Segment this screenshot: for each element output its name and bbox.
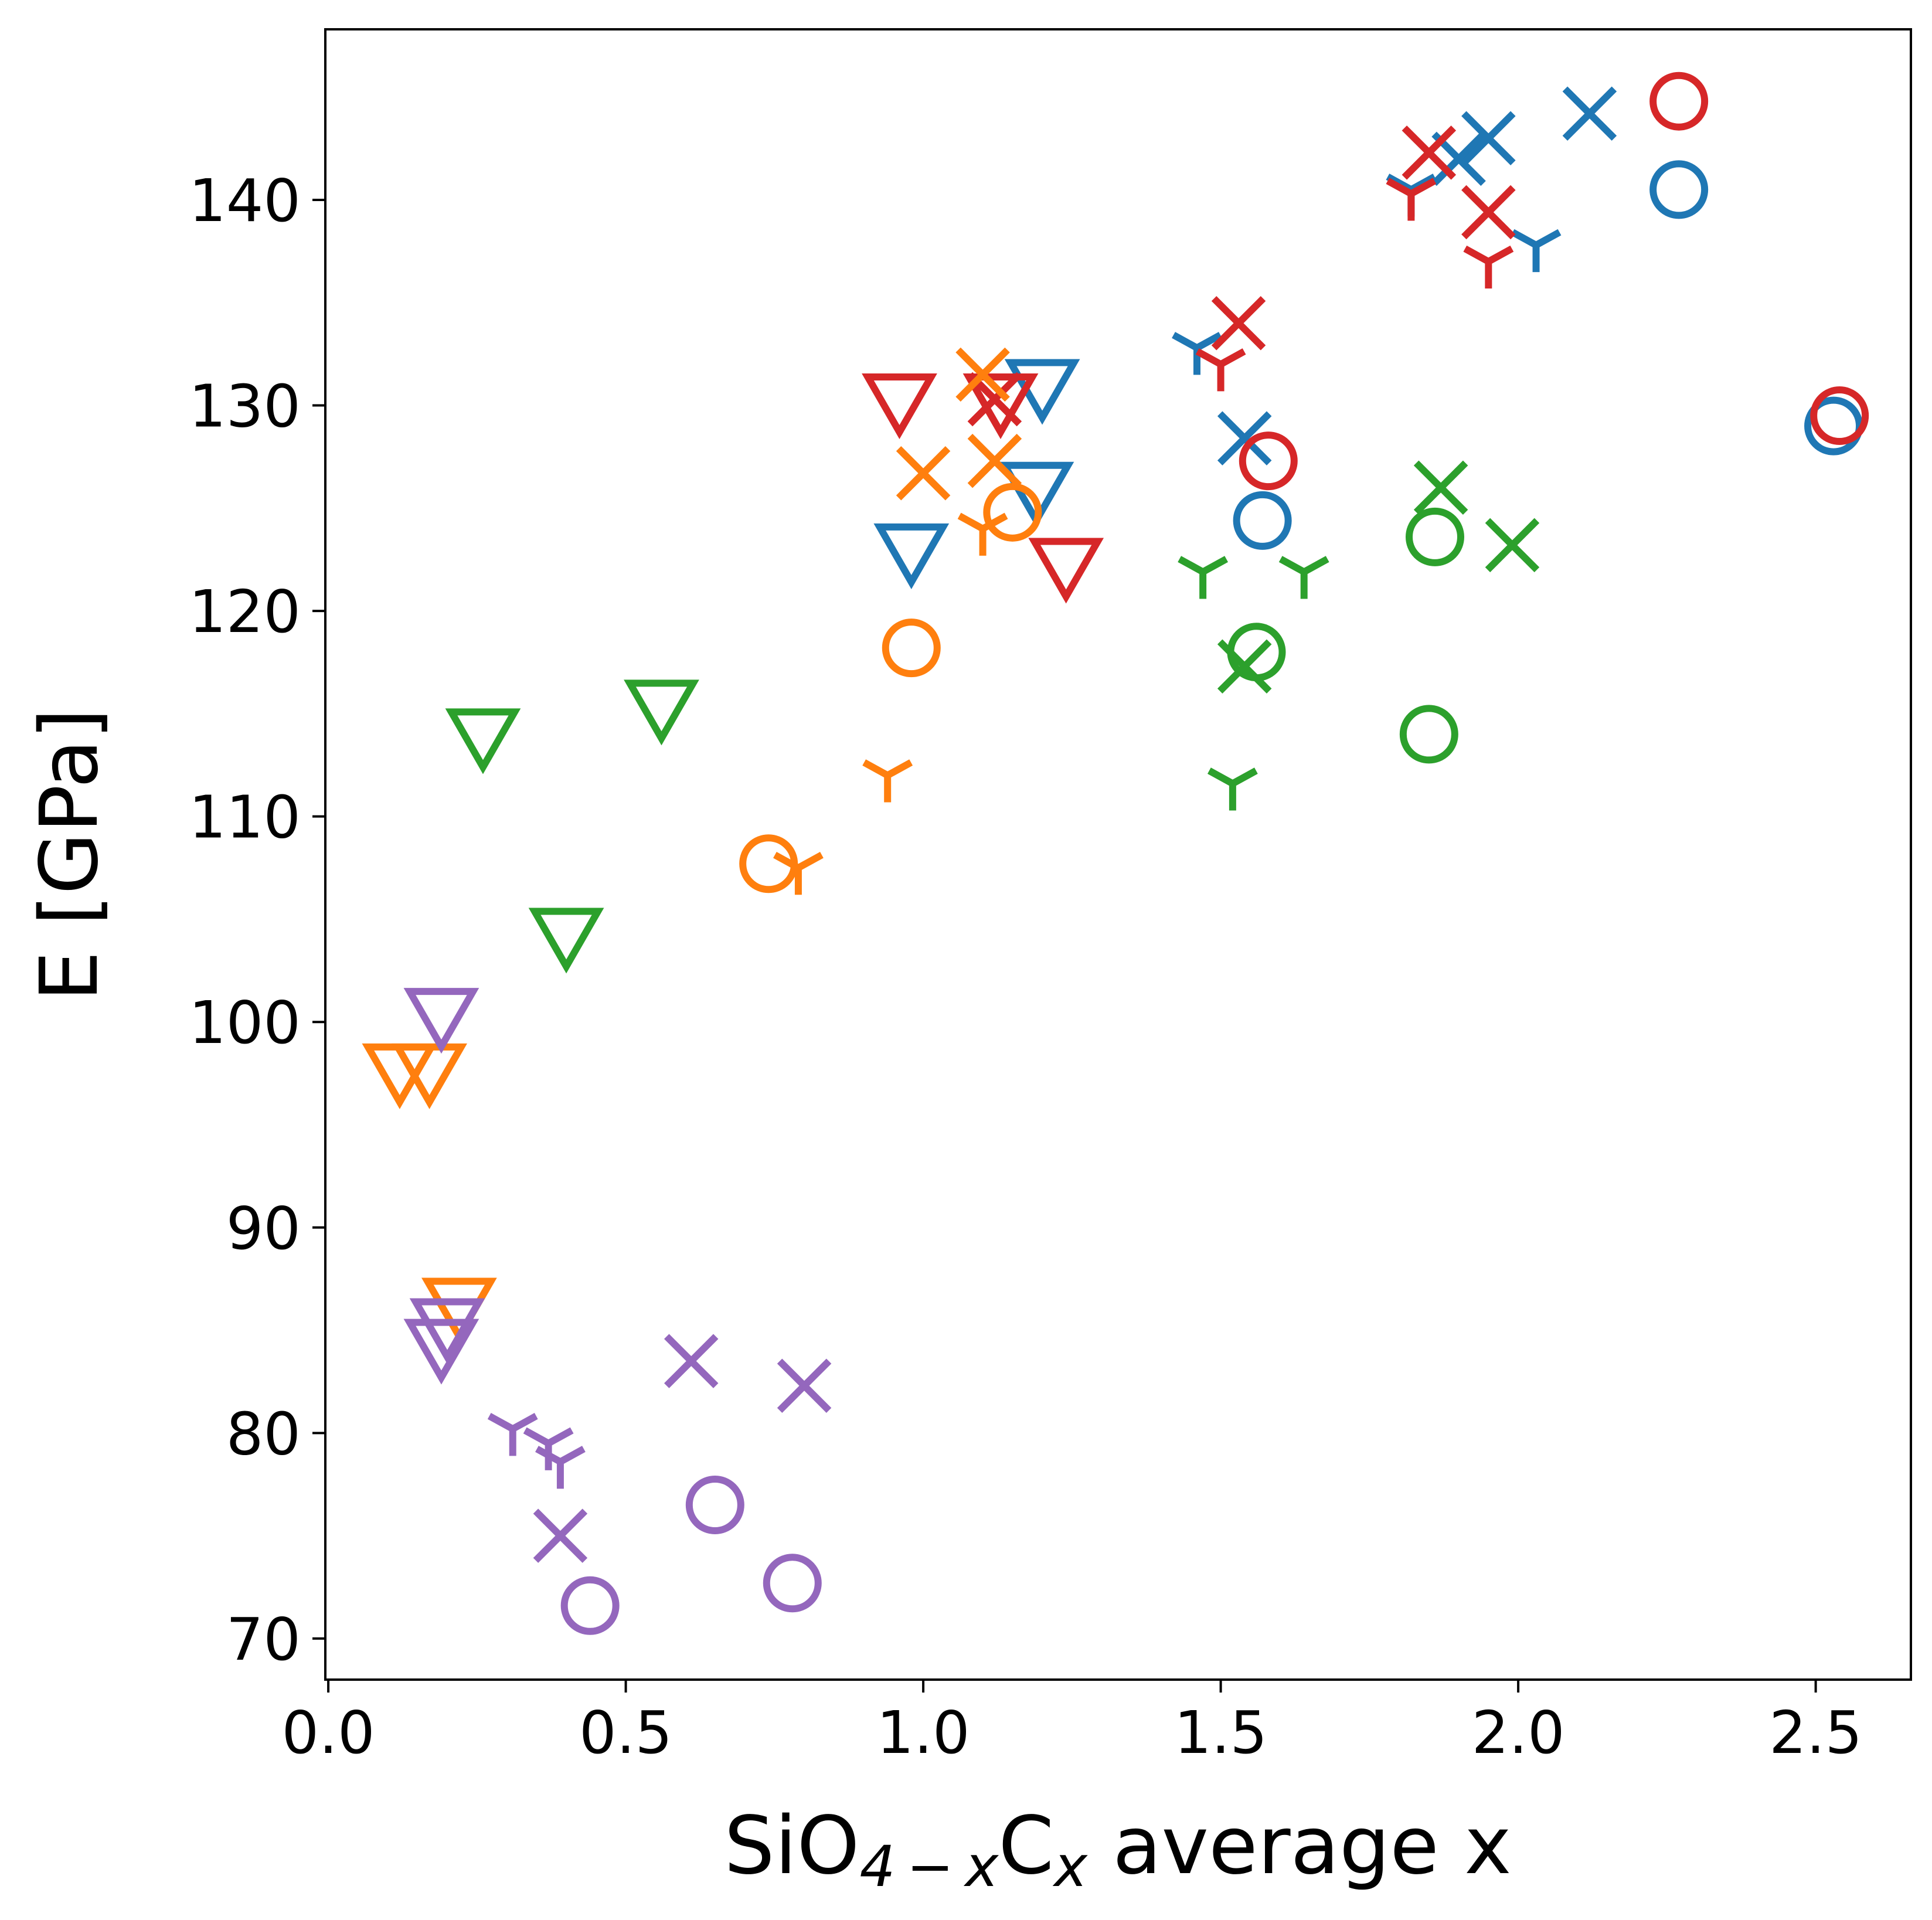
marker-triangle-red	[862, 373, 937, 440]
marker-tri-down-green	[1207, 767, 1258, 811]
x-axis-title-sub-2: x	[1052, 1834, 1088, 1899]
marker-x-green	[1413, 460, 1468, 515]
y-axis: 70 80 90 100 110 120 130 140	[189, 166, 325, 1674]
marker-triangle-blue	[998, 461, 1074, 528]
marker-tri-down-blue	[1511, 229, 1562, 273]
marker-tri-down-green	[1178, 556, 1229, 599]
marker-circle-blue	[1649, 160, 1709, 219]
y-tick-label: 100	[189, 988, 301, 1057]
marker-tri-down-red	[1463, 245, 1514, 289]
marker-triangle-purple	[409, 1298, 485, 1364]
x-axis-title-mid: C	[998, 1800, 1054, 1892]
marker-triangle-purple	[403, 988, 479, 1054]
marker-triangle-purple	[403, 1318, 479, 1385]
marker-circle-red	[1649, 72, 1709, 131]
marker-x-green	[1485, 518, 1540, 573]
marker-circle-green	[1399, 705, 1458, 764]
marker-x-purple	[533, 1508, 588, 1563]
y-tick-label: 80	[226, 1399, 301, 1468]
marker-x-red	[1461, 185, 1516, 240]
y-tick-label: 140	[189, 166, 301, 235]
data-markers	[362, 72, 1869, 1635]
marker-tri-down-purple	[535, 1446, 586, 1489]
marker-circle-purple	[763, 1554, 822, 1613]
marker-tri-down-green	[1278, 556, 1329, 599]
marker-circle-red	[1239, 431, 1298, 491]
marker-x-orange	[955, 347, 1010, 402]
marker-x-purple	[777, 1358, 832, 1413]
marker-triangle-green	[445, 708, 521, 774]
marker-triangle-orange	[392, 1043, 467, 1109]
y-tick-label: 110	[189, 783, 301, 852]
x-axis-title-sub-1: 4 − x	[860, 1834, 999, 1899]
y-tick-label: 70	[226, 1605, 301, 1674]
marker-tri-down-orange	[773, 852, 824, 895]
y-axis-title: E [GPa]	[23, 708, 116, 1001]
y-tick-label: 90	[226, 1194, 301, 1263]
marker-x-purple	[664, 1334, 719, 1388]
marker-circle-green	[1405, 507, 1464, 566]
marker-triangle-blue	[873, 523, 950, 589]
marker-x-orange	[967, 433, 1022, 488]
x-tick-label: 1.0	[877, 1698, 970, 1767]
marker-x-green	[1217, 639, 1272, 694]
marker-triangle-green	[528, 908, 604, 974]
x-tick-label: 0.0	[282, 1698, 375, 1767]
plot-frame	[324, 28, 1912, 1681]
marker-circle-purple	[560, 1576, 620, 1635]
marker-circle-blue	[1233, 491, 1292, 550]
marker-circle-orange	[882, 619, 941, 678]
marker-tri-down-orange	[862, 759, 913, 803]
x-tick-label: 1.5	[1174, 1698, 1267, 1767]
x-tick-label: 2.5	[1769, 1698, 1862, 1767]
x-tick-label: 0.5	[579, 1698, 672, 1767]
marker-circle-purple	[685, 1476, 744, 1535]
marker-circle-orange	[983, 482, 1042, 542]
x-axis: 0.0 0.5 1.0 1.5 2.0 2.5	[282, 1680, 1862, 1767]
y-tick-label: 130	[189, 372, 301, 441]
marker-x-blue	[1217, 411, 1272, 465]
marker-x-red	[1211, 296, 1266, 351]
marker-triangle-red	[962, 373, 1039, 440]
marker-tri-down-red	[1386, 178, 1437, 221]
marker-x-red	[1402, 125, 1457, 180]
x-tick-label: 2.0	[1472, 1698, 1565, 1767]
plot-area	[325, 29, 1911, 1680]
marker-x-blue	[1461, 111, 1516, 166]
marker-triangle-green	[624, 679, 699, 746]
marker-x-blue	[1562, 86, 1617, 141]
marker-x-orange	[896, 446, 951, 501]
x-axis-title: SiO4 − xCx average x	[724, 1800, 1511, 1899]
marker-tri-down-purple	[487, 1413, 538, 1456]
marker-tri-down-red	[1195, 348, 1246, 392]
y-tick-label: 120	[189, 577, 301, 646]
x-axis-title-base: SiO	[724, 1800, 859, 1892]
marker-circle-red	[1810, 386, 1869, 446]
marker-tri-down-orange	[957, 512, 1008, 556]
x-axis-title-tail: average x	[1087, 1800, 1512, 1892]
marker-triangle-red	[1028, 538, 1104, 604]
